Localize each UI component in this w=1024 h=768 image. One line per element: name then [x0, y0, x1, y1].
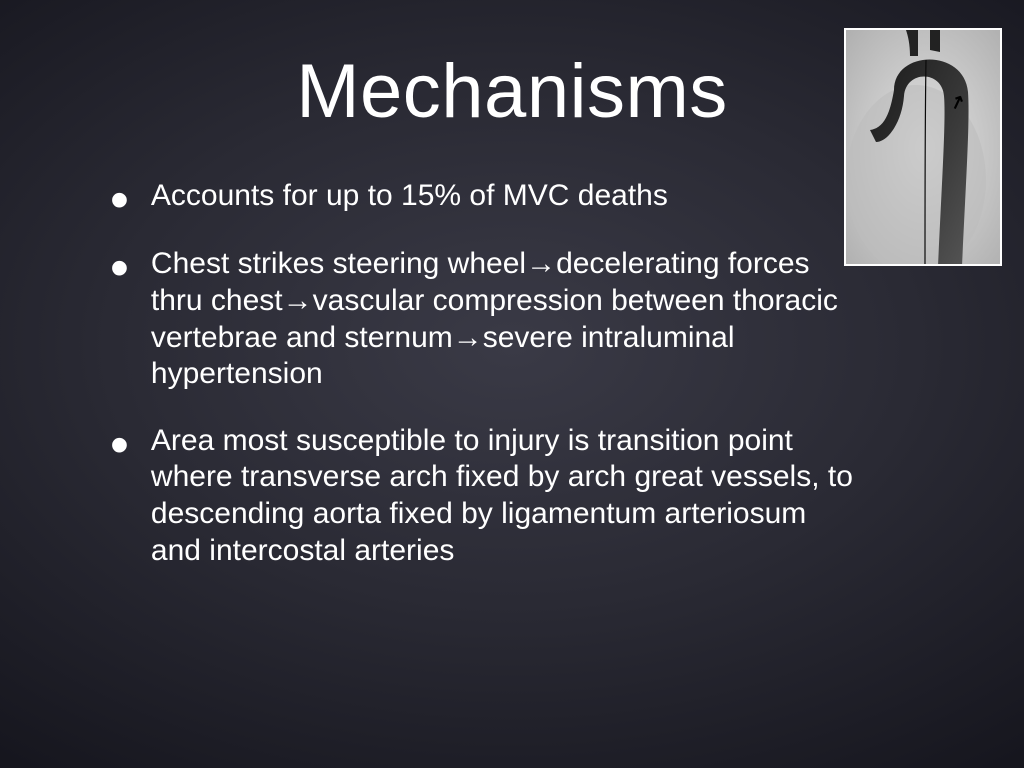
bullet-dot-icon: •: [110, 429, 129, 461]
bullet-text: Chest strikes steering wheel→deceleratin…: [151, 246, 856, 392]
bullet-text: Area most susceptible to injury is trans…: [151, 423, 856, 569]
list-item: • Area most susceptible to injury is tra…: [110, 423, 910, 569]
list-item: • Accounts for up to 15% of MVC deaths: [110, 178, 910, 216]
bullet-dot-icon: •: [110, 184, 129, 216]
bullet-list: • Accounts for up to 15% of MVC deaths •…: [110, 178, 910, 599]
bullet-dot-icon: •: [110, 252, 129, 284]
aortogram-figure: A ↗: [844, 28, 1002, 266]
bullet-text: Accounts for up to 15% of MVC deaths: [151, 178, 668, 215]
list-item: • Chest strikes steering wheel→decelerat…: [110, 246, 910, 392]
aorta-illustration-icon: [846, 30, 1002, 266]
